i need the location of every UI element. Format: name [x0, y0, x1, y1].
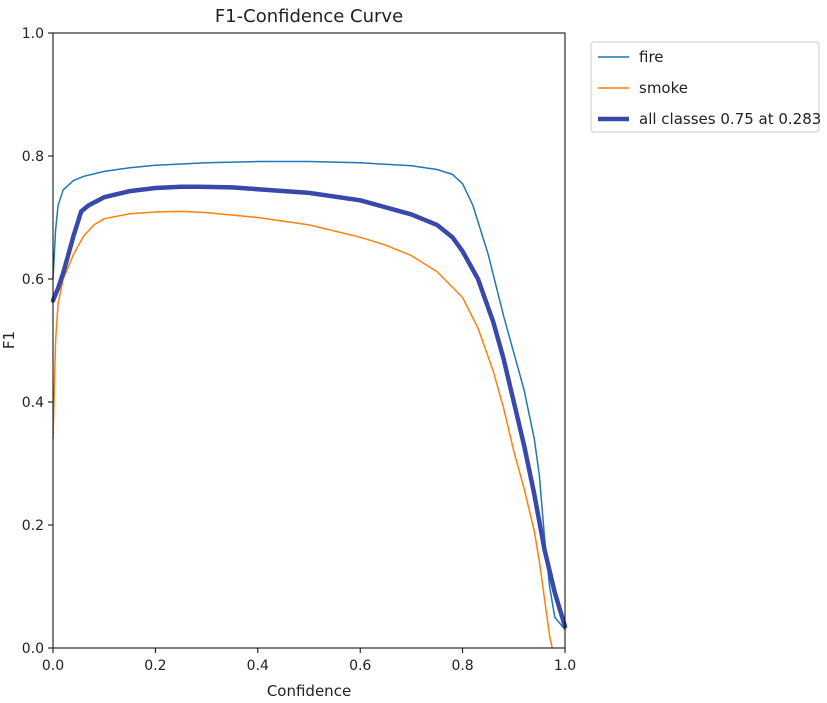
series-line-smoke	[52, 210, 553, 649]
x-tick-label: 0.6	[349, 658, 371, 674]
legend-items: fire smoke all classes 0.75 at 0.283	[598, 48, 821, 128]
legend-box	[590, 41, 820, 133]
legend-label: smoke	[639, 79, 688, 97]
y-tick-label: 0.8	[22, 149, 44, 165]
x-tick-label: 0.8	[451, 658, 473, 674]
x-tick-label: 0.2	[144, 658, 166, 674]
legend: fire smoke all classes 0.75 at 0.283	[590, 41, 821, 133]
axes-ticks: 0.0 0.2 0.4 0.6 0.8 1.0 0.0 0.2 0.4 0.6 0.8 1.0	[22, 26, 576, 674]
chart-title: F1-Confidence Curve	[215, 6, 403, 27]
y-axis-label: F1	[0, 331, 18, 349]
x-axis-label: Confidence	[267, 682, 351, 700]
legend-label: all classes 0.75 at 0.283	[639, 110, 821, 128]
x-tick-label: 0.0	[42, 658, 64, 674]
y-tick-label: 0.4	[22, 395, 44, 411]
y-tick-label: 0.2	[22, 518, 44, 534]
legend-label: fire	[639, 48, 664, 66]
plot-area	[50, 160, 568, 649]
plot-frame	[52, 32, 566, 649]
series-line-fire	[52, 160, 566, 631]
series-line-all-classes	[50, 184, 568, 629]
x-tick-label: 0.4	[247, 658, 269, 674]
y-tick-label: 1.0	[22, 26, 44, 42]
y-tick-label: 0.6	[22, 272, 44, 288]
x-tick-label: 1.0	[554, 658, 576, 674]
y-tick-label: 0.0	[22, 641, 44, 657]
